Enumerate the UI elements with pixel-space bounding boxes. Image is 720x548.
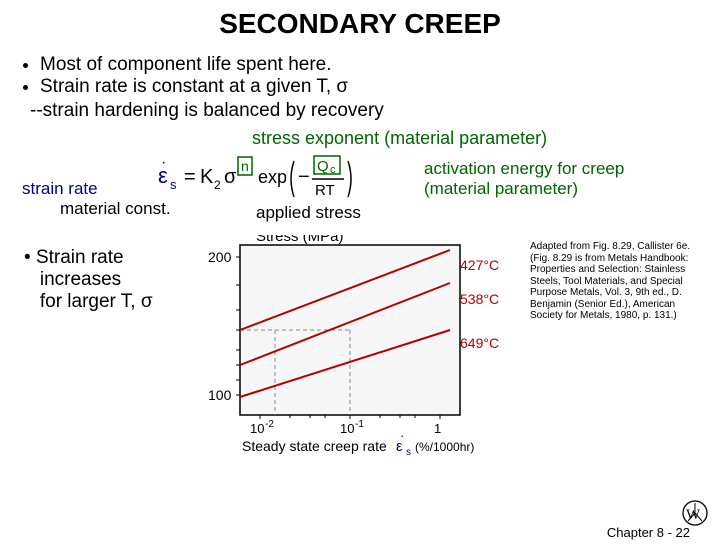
temp-538: 538°C xyxy=(460,291,499,307)
bullet-2: Strain rate is constant at a given T, σ xyxy=(40,76,720,98)
eps-sym: ε xyxy=(396,438,403,455)
eq-equals: = xyxy=(184,166,196,188)
eq-eps: ε xyxy=(158,163,168,188)
eps-sub: s xyxy=(406,447,411,458)
eps-unit: (%/1000hr) xyxy=(415,440,474,454)
eq-rparen xyxy=(348,161,351,197)
equation-row: strain rate material const. · ε s = K 2 … xyxy=(0,151,720,231)
temp-649: 649°C xyxy=(460,335,499,351)
activation-line2: (material parameter) xyxy=(424,179,578,198)
material-const-label: material const. xyxy=(60,199,171,219)
b3-l3: for larger T, σ xyxy=(40,291,153,312)
eq-eps-sub: s xyxy=(170,177,177,192)
xtick2-sup: -1 xyxy=(355,419,364,430)
eq-RT: RT xyxy=(315,182,335,199)
equation-svg: · ε s = K 2 σ n exp − Q c RT xyxy=(158,153,418,205)
bullet-sub: --strain hardening is balanced by recove… xyxy=(30,100,720,122)
b3-l2: increases xyxy=(40,269,121,290)
bullet-1: Most of component life spent here. xyxy=(40,54,720,76)
eq-Q: Q xyxy=(317,158,329,175)
lower-region: • Strain rate increases for larger T, σ … xyxy=(0,235,720,465)
eq-K: K xyxy=(200,166,214,188)
xtick1-sup: -2 xyxy=(265,419,274,430)
xtick2: 10 xyxy=(340,421,354,436)
stress-exponent-label: stress exponent (material parameter) xyxy=(252,128,720,149)
page-number: Chapter 8 - 22 xyxy=(607,525,690,540)
eq-exp: exp xyxy=(258,167,287,187)
xtick3: 1 xyxy=(434,421,441,436)
activation-energy-label: activation energy for creep (material pa… xyxy=(424,159,624,200)
yticklabel-100: 100 xyxy=(208,387,232,403)
bullet-3: • Strain rate increases for larger T, σ xyxy=(24,247,194,313)
activation-line1: activation energy for creep xyxy=(424,159,624,178)
creep-plot: 200 100 Stress (MPa) 10 -2 10 -1 1 xyxy=(200,235,500,460)
eq-lparen xyxy=(291,161,294,197)
logo-icon: W xyxy=(680,498,710,528)
eq-n: n xyxy=(241,158,249,174)
yticklabel-200: 200 xyxy=(208,249,232,265)
eq-K2: 2 xyxy=(214,178,221,192)
eq-sigma: σ xyxy=(224,166,237,188)
bullet-list: Most of component life spent here. Strai… xyxy=(22,54,720,98)
xtick1: 10 xyxy=(250,421,264,436)
plot-xlabel: Steady state creep rate xyxy=(242,438,387,454)
strain-rate-label: strain rate xyxy=(22,179,98,199)
eq-Qc-sub: c xyxy=(330,164,336,176)
applied-stress-label: applied stress xyxy=(256,203,361,223)
b3-l1: Strain rate xyxy=(36,247,124,268)
plot-ytitle: Stress (MPa) xyxy=(256,235,344,245)
citation-text: Adapted from Fig. 8.29, Callister 6e. (F… xyxy=(530,241,710,322)
page-title: SECONDARY CREEP xyxy=(0,8,720,40)
temp-427: 427°C xyxy=(460,257,499,273)
eq-minus: − xyxy=(298,166,310,188)
